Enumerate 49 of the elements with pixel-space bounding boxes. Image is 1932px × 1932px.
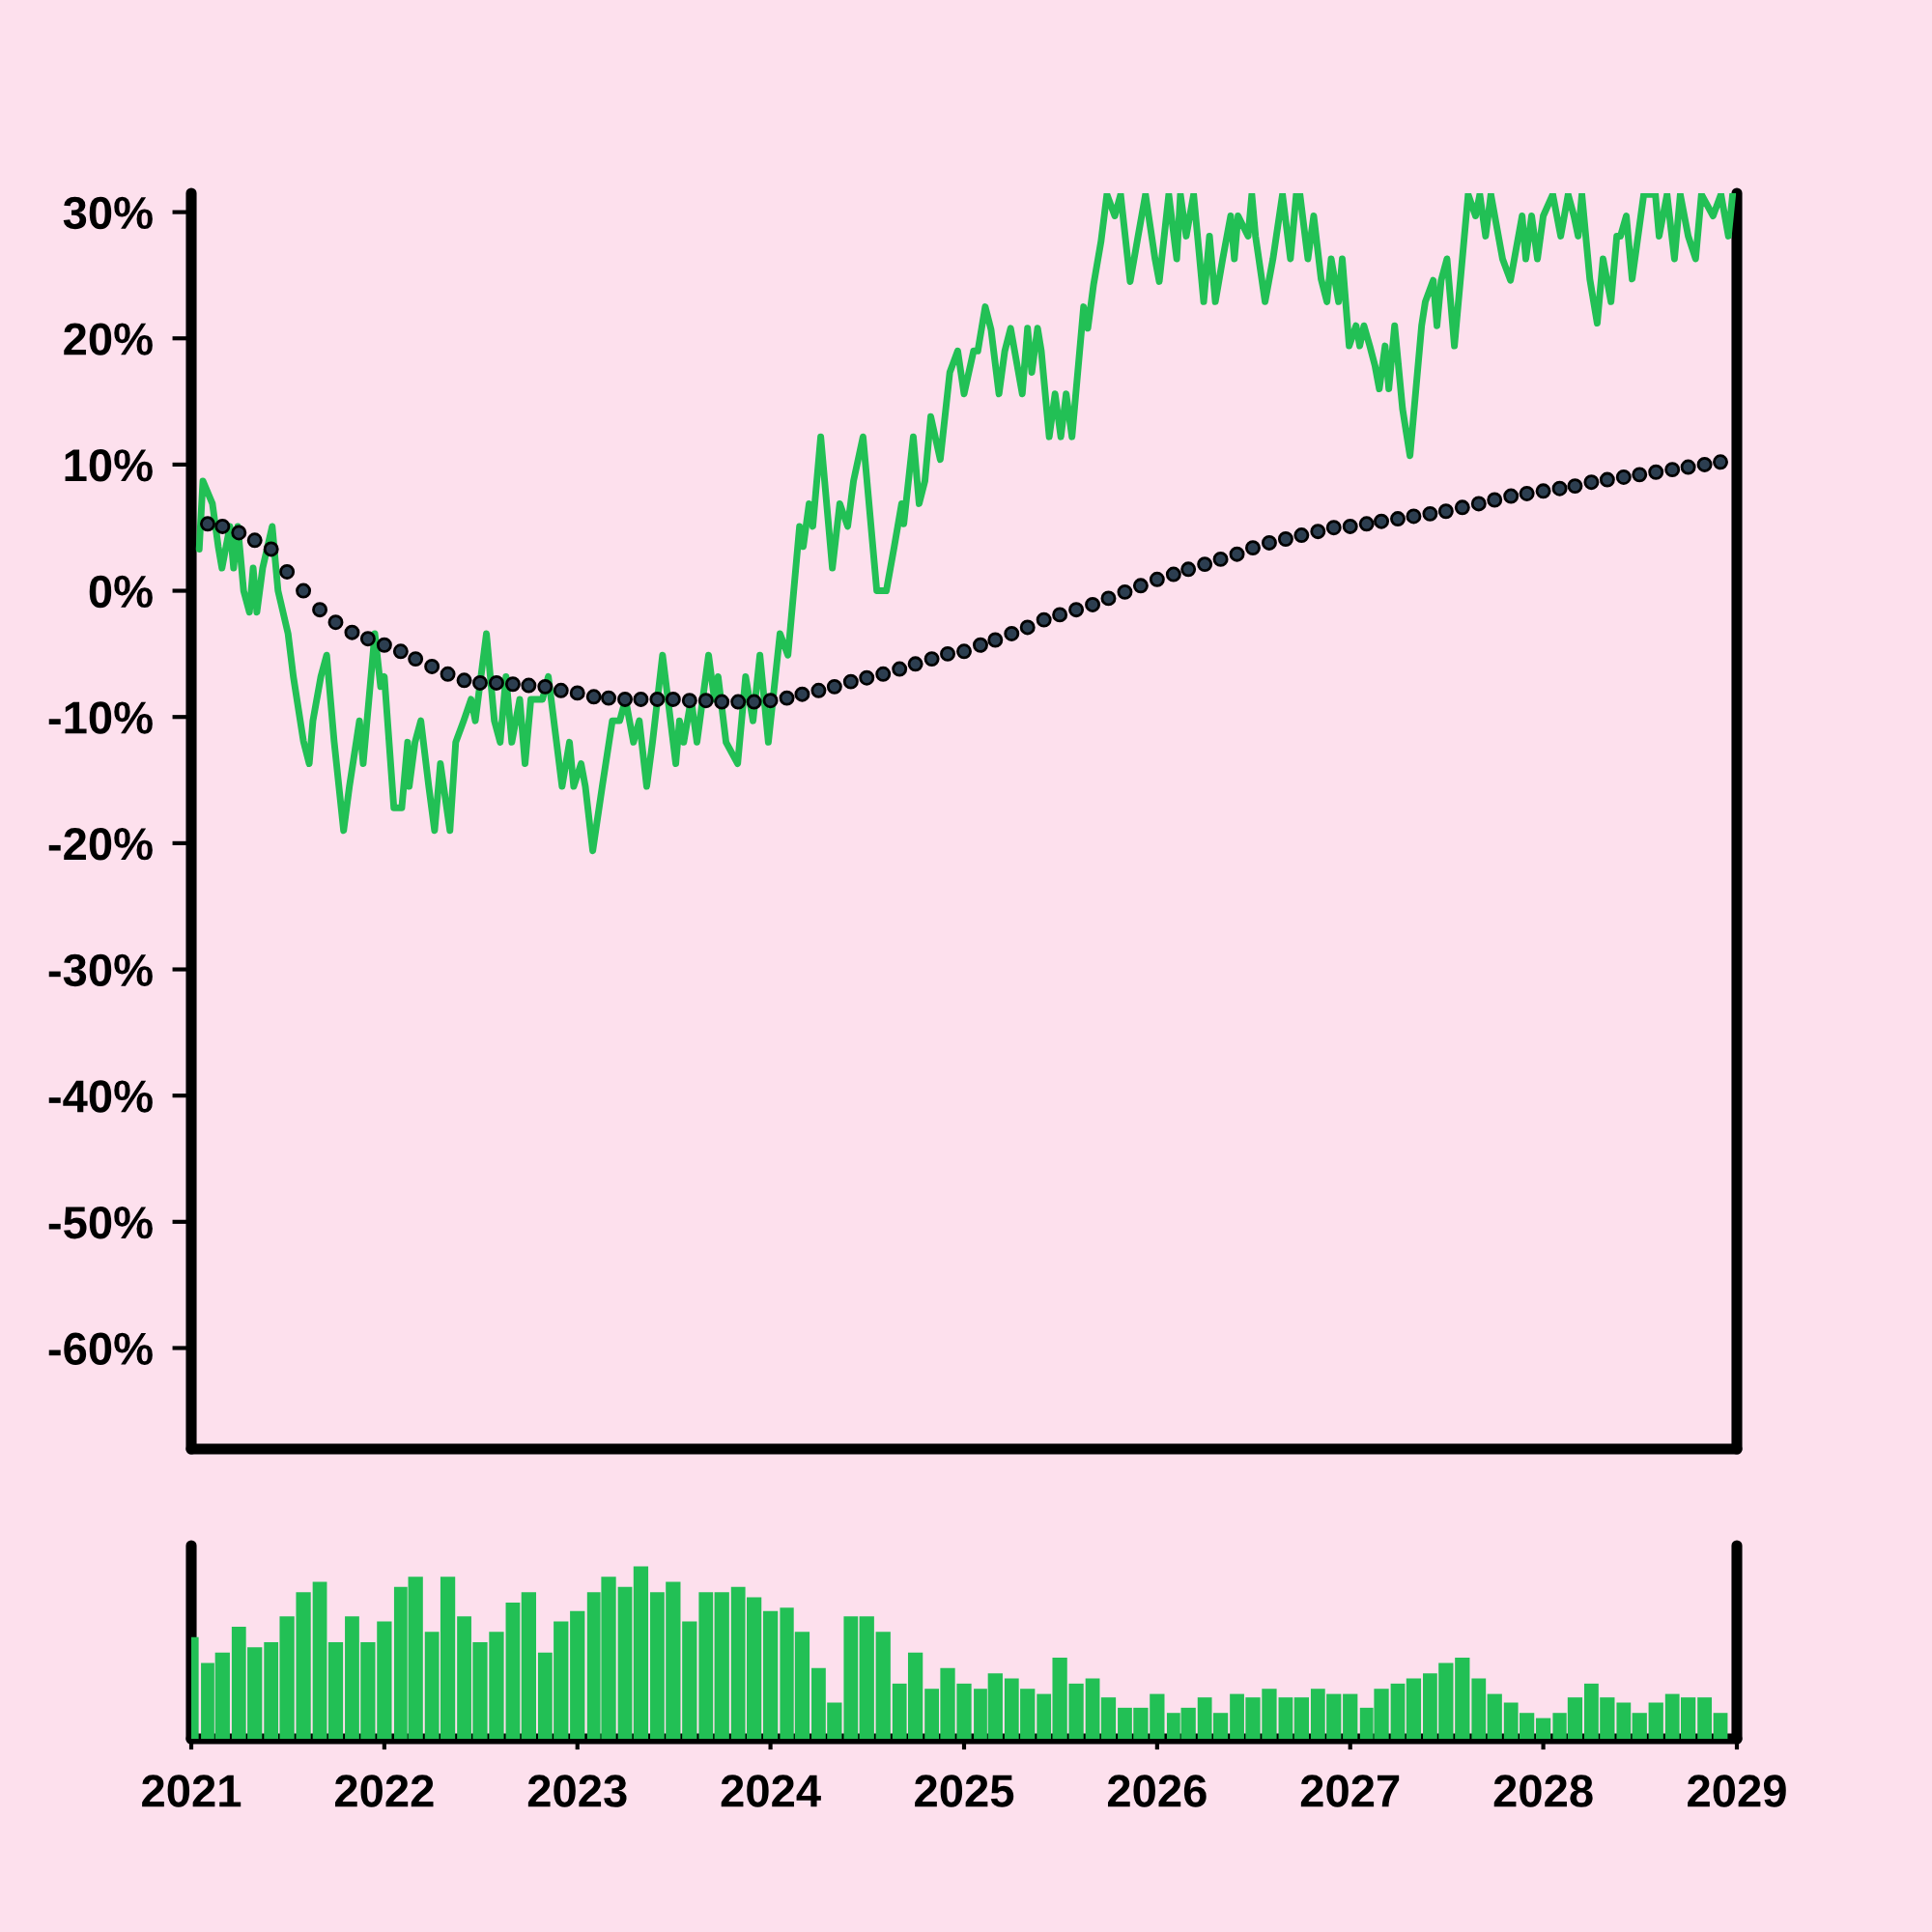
bar — [714, 1592, 729, 1739]
bar — [1616, 1702, 1632, 1739]
y-tick-label: -20% — [48, 828, 153, 861]
bar — [843, 1616, 859, 1739]
bar — [1406, 1678, 1422, 1739]
bar — [698, 1592, 714, 1739]
y-tick-label: 30% — [63, 196, 153, 230]
bar — [762, 1610, 779, 1739]
bar — [1455, 1658, 1470, 1739]
x-tick-label: 2026 — [1107, 1775, 1207, 1807]
bar — [1278, 1697, 1293, 1739]
bar — [570, 1610, 585, 1739]
x-tick-label: 2024 — [721, 1775, 821, 1807]
y-tick-label: -40% — [48, 1080, 153, 1113]
x-tick-label: 2029 — [1688, 1775, 1786, 1807]
bar — [1697, 1697, 1712, 1739]
bar — [1713, 1713, 1728, 1739]
y-tick-label: -30% — [48, 953, 153, 987]
bar — [859, 1616, 874, 1739]
bar — [1632, 1713, 1647, 1739]
bar — [617, 1586, 633, 1739]
bar — [505, 1602, 521, 1739]
y-tick-label: 20% — [64, 323, 153, 355]
x-tick-label: 2023 — [527, 1775, 627, 1807]
x-tick-label: 2028 — [1493, 1775, 1593, 1807]
bar — [521, 1592, 536, 1739]
bar — [1293, 1697, 1309, 1739]
bar — [1390, 1683, 1406, 1739]
bar — [1100, 1697, 1117, 1739]
bar — [1487, 1693, 1502, 1739]
bar — [327, 1642, 344, 1739]
bar — [1471, 1678, 1487, 1739]
y-tick-label: -60% — [48, 1332, 153, 1366]
bar — [633, 1566, 649, 1739]
bar — [1535, 1718, 1551, 1739]
bar — [312, 1581, 327, 1739]
x-tick-label: 2022 — [334, 1775, 434, 1807]
y-tick-label: 10% — [65, 449, 153, 482]
bar — [682, 1621, 697, 1739]
x-tick-label: 2021 — [142, 1775, 242, 1807]
y-tick-label: -50% — [48, 1206, 153, 1239]
x-tick-label: 2027 — [1300, 1775, 1400, 1807]
y-tick-label: 0% — [89, 575, 153, 609]
x-tick-label: 2025 — [915, 1775, 1014, 1807]
bar — [875, 1632, 891, 1739]
bar — [1085, 1678, 1100, 1739]
bar — [1648, 1702, 1663, 1739]
y-tick-label: -10% — [48, 701, 153, 734]
bar — [1343, 1693, 1358, 1739]
